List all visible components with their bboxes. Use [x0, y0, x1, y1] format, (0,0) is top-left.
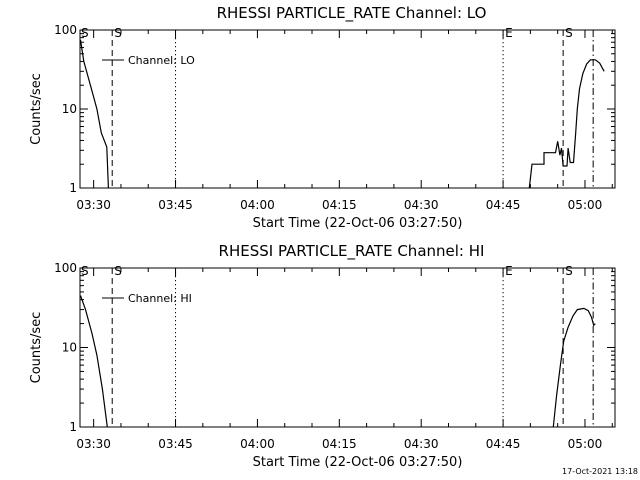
- x-tick-label: 03:45: [158, 437, 193, 451]
- x-tick-label: 05:00: [568, 198, 603, 212]
- x-tick-label: 04:30: [404, 198, 439, 212]
- series-line: [552, 307, 596, 428]
- event-marker-label: S: [81, 26, 89, 40]
- x-tick-label: 03:30: [76, 437, 111, 451]
- series-line: [79, 39, 109, 189]
- x-tick-label: 03:30: [76, 198, 111, 212]
- event-marker-label: S: [565, 264, 573, 278]
- y-axis-label: Counts/sec: [29, 312, 44, 384]
- legend-label: Channel: HI: [128, 292, 192, 305]
- event-marker-label: E: [505, 26, 513, 40]
- y-tick-label: 10: [62, 341, 77, 355]
- x-tick-label: 04:15: [322, 437, 357, 451]
- event-marker-label: S: [114, 26, 122, 40]
- x-tick-label: 03:45: [158, 198, 193, 212]
- x-tick-label: 04:00: [240, 198, 275, 212]
- event-marker-label: S: [81, 264, 89, 278]
- chart-panel-hi: RHESSI PARTICLE_RATE Channel: HI 1 10 100 Co…: [29, 242, 616, 470]
- x-tick-label: 04:45: [486, 437, 521, 451]
- y-tick-label: 100: [54, 23, 77, 37]
- chart-title: RHESSI PARTICLE_RATE Channel: HI: [219, 242, 485, 261]
- series-line: [79, 295, 108, 428]
- event-marker-label: S: [565, 26, 573, 40]
- timestamp-label: 17-Oct-2021 13:18: [562, 467, 638, 476]
- y-tick-label: 100: [54, 261, 77, 275]
- x-tick-label: 05:00: [568, 437, 603, 451]
- y-axis-label: Counts/sec: [29, 73, 44, 145]
- x-tick-label: 04:00: [240, 437, 275, 451]
- x-axis-label: Start Time (22-Oct-06 03:27:50): [253, 455, 463, 470]
- chart-title: RHESSI PARTICLE_RATE Channel: LO: [217, 4, 487, 23]
- y-tick-label: 1: [69, 420, 77, 434]
- series-line: [528, 59, 605, 189]
- x-tick-label: 04:30: [404, 437, 439, 451]
- event-marker-label: S: [114, 264, 122, 278]
- x-axis-label: Start Time (22-Oct-06 03:27:50): [253, 216, 463, 231]
- y-tick-label: 10: [62, 102, 77, 116]
- event-marker-label: E: [505, 264, 513, 278]
- legend-label: Channel: LO: [128, 54, 195, 67]
- chart-panel-lo: RHESSI PARTICLE_RATE Channel: LO 1 10 100 Co…: [29, 4, 616, 231]
- x-tick-label: 04:45: [486, 198, 521, 212]
- y-tick-label: 1: [69, 181, 77, 195]
- x-tick-label: 04:15: [322, 198, 357, 212]
